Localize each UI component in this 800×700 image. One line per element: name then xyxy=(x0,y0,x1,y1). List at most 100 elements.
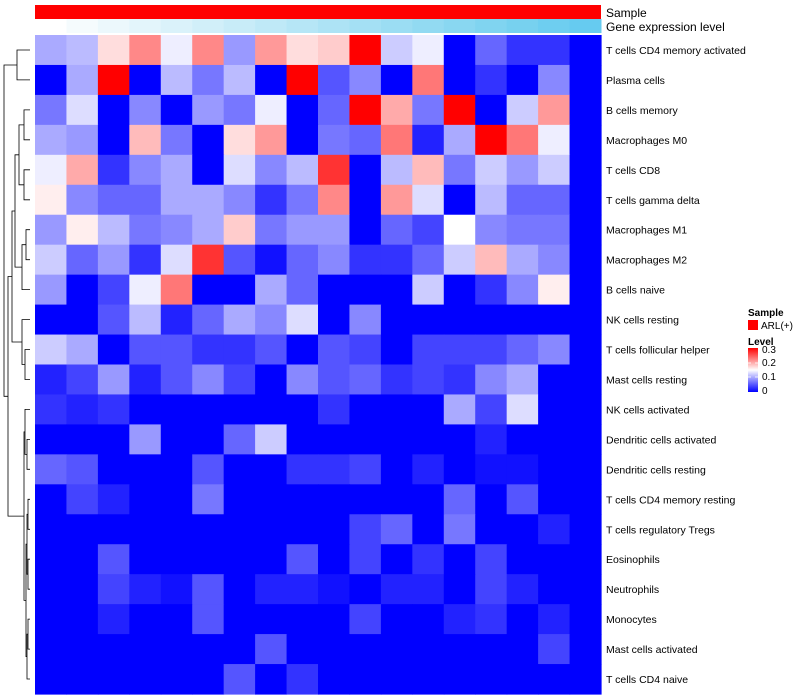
row-label-13: NK cells activated xyxy=(606,404,690,416)
cell-r19-c10 xyxy=(318,574,351,605)
cell-r21-c14 xyxy=(443,634,476,665)
cell-r1-c1 xyxy=(35,35,68,66)
cell-r22-c17 xyxy=(538,664,571,695)
annotation-cell-gene-8 xyxy=(255,19,288,33)
colorbar xyxy=(748,348,758,392)
cell-r20-c6 xyxy=(192,604,225,635)
cell-r11-c16 xyxy=(506,334,539,366)
annotation-cell-gene-2 xyxy=(66,19,99,33)
cell-r18-c9 xyxy=(286,544,319,575)
annotation-labels: Sample Gene expression level xyxy=(606,6,725,34)
cell-r7-c13 xyxy=(412,214,445,246)
cell-r3-c10 xyxy=(318,94,351,126)
cell-r11-c2 xyxy=(66,334,99,366)
annotation-cell-gene-15 xyxy=(475,19,508,33)
cell-r3-c16 xyxy=(506,94,539,126)
cell-r6-c17 xyxy=(538,184,571,216)
cell-r7-c5 xyxy=(160,214,193,246)
cell-r15-c10 xyxy=(318,454,351,485)
cell-r14-c3 xyxy=(97,424,130,455)
cell-r12-c4 xyxy=(129,364,162,396)
cell-r17-c15 xyxy=(475,514,508,545)
cell-r13-c17 xyxy=(538,394,571,425)
cell-r20-c8 xyxy=(255,604,288,635)
colorbar-tick-0-3: 0.3 xyxy=(762,345,776,356)
row-label-14: Dendritic cells activated xyxy=(606,434,716,446)
cell-r1-c16 xyxy=(506,35,539,66)
cell-r9-c5 xyxy=(160,274,193,306)
annotation-cell-gene-12 xyxy=(380,19,413,33)
cell-r12-c9 xyxy=(286,364,319,396)
cell-r11-c8 xyxy=(255,334,288,366)
cell-r19-c15 xyxy=(475,574,508,605)
cell-r4-c14 xyxy=(443,124,476,156)
cell-r22-c2 xyxy=(66,664,99,695)
cell-r11-c18 xyxy=(569,334,602,366)
cell-r21-c8 xyxy=(255,634,288,665)
cell-r22-c4 xyxy=(129,664,162,695)
cell-r7-c7 xyxy=(223,214,256,246)
dendrogram-branch xyxy=(26,633,30,680)
row-label-8: Macrophages M2 xyxy=(606,255,687,267)
dendrogram-branch xyxy=(11,210,22,343)
cell-r21-c6 xyxy=(192,634,225,665)
cell-r7-c18 xyxy=(569,214,602,246)
cell-r12-c2 xyxy=(66,364,99,396)
cell-r7-c3 xyxy=(97,214,130,246)
cell-r5-c11 xyxy=(349,154,382,186)
cell-r14-c14 xyxy=(443,424,476,455)
cell-r2-c17 xyxy=(538,64,571,96)
cell-r14-c5 xyxy=(160,424,193,455)
cell-r2-c4 xyxy=(129,64,162,96)
cell-r7-c8 xyxy=(255,214,288,246)
row-label-22: T cells CD4 naive xyxy=(606,674,688,686)
cell-r2-c13 xyxy=(412,64,445,96)
cell-r3-c17 xyxy=(538,94,571,126)
cell-r14-c18 xyxy=(569,424,602,455)
cell-r22-c18 xyxy=(569,664,602,695)
cell-r13-c8 xyxy=(255,394,288,425)
cell-r5-c4 xyxy=(129,154,162,186)
cell-r21-c3 xyxy=(97,634,130,665)
cell-r13-c2 xyxy=(66,394,99,425)
annotation-cell-gene-7 xyxy=(223,19,256,33)
cell-r7-c1 xyxy=(35,214,68,246)
cell-r16-c13 xyxy=(412,484,445,515)
dendrogram-branch xyxy=(14,154,22,268)
cell-r21-c11 xyxy=(349,634,382,665)
cell-r1-c5 xyxy=(160,35,193,66)
cell-r22-c7 xyxy=(223,664,256,695)
cell-r12-c15 xyxy=(475,364,508,396)
cell-r18-c4 xyxy=(129,544,162,575)
cell-r4-c5 xyxy=(160,124,193,156)
cell-r17-c18 xyxy=(569,514,602,545)
cell-r20-c10 xyxy=(318,604,351,635)
cell-r21-c7 xyxy=(223,634,256,665)
cell-r10-c18 xyxy=(569,304,602,336)
annotation-cell-gene-17 xyxy=(538,19,571,33)
annotation-cell-gene-6 xyxy=(192,19,225,33)
cell-r10-c11 xyxy=(349,304,382,336)
cell-r10-c9 xyxy=(286,304,319,336)
cell-r19-c12 xyxy=(380,574,413,605)
cell-r20-c11 xyxy=(349,604,382,635)
cell-r6-c8 xyxy=(255,184,288,216)
cell-r10-c8 xyxy=(255,304,288,336)
cell-r17-c8 xyxy=(255,514,288,545)
cell-r12-c8 xyxy=(255,364,288,396)
cell-r13-c6 xyxy=(192,394,225,425)
cell-r12-c16 xyxy=(506,364,539,396)
cell-r6-c7 xyxy=(223,184,256,216)
cell-r15-c2 xyxy=(66,454,99,485)
cell-r12-c12 xyxy=(380,364,413,396)
cell-r20-c18 xyxy=(569,604,602,635)
cell-r20-c13 xyxy=(412,604,445,635)
cell-r16-c14 xyxy=(443,484,476,515)
cell-r7-c2 xyxy=(66,214,99,246)
cell-r21-c17 xyxy=(538,634,571,665)
cell-r3-c14 xyxy=(443,94,476,126)
cell-r10-c5 xyxy=(160,304,193,336)
cell-r11-c17 xyxy=(538,334,571,366)
annotation-cell-gene-13 xyxy=(412,19,445,33)
